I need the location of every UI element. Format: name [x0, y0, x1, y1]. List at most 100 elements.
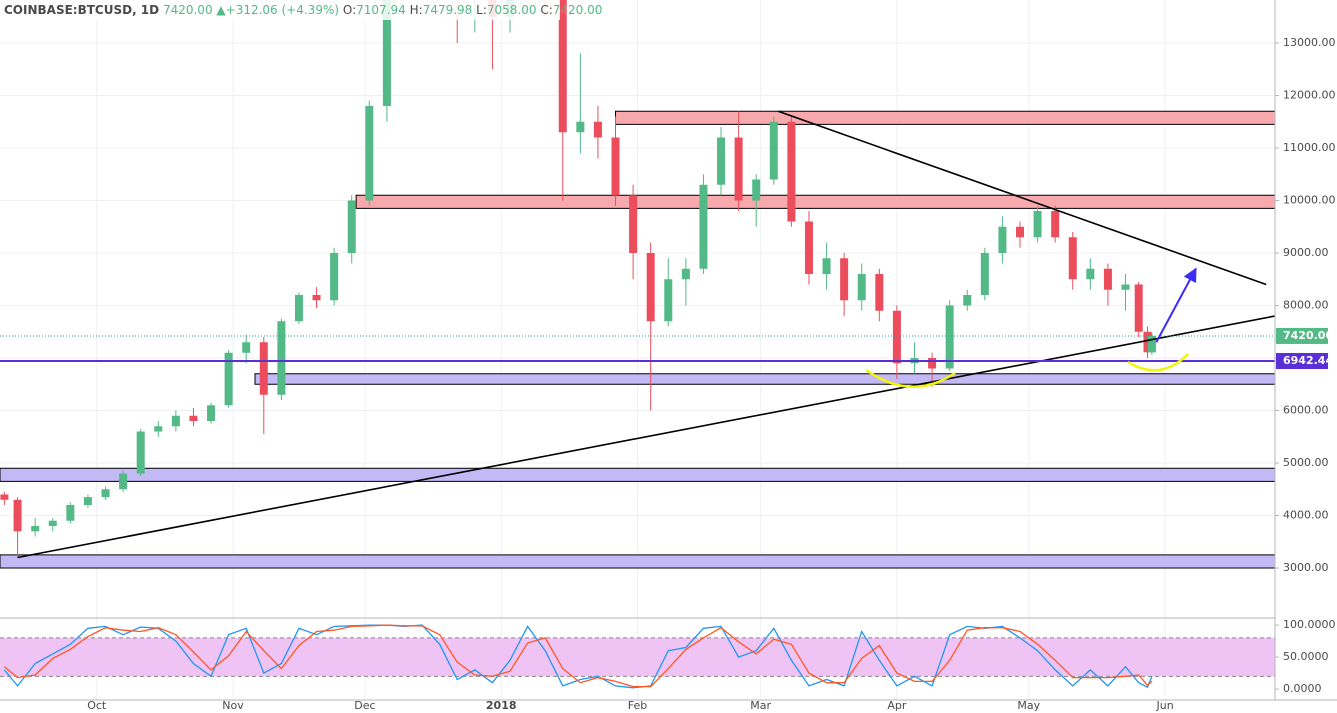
- y-tick-label: 100.0000: [1283, 618, 1336, 631]
- candle-body: [101, 489, 110, 498]
- candle-body: [980, 253, 989, 296]
- candle-body: [0, 494, 9, 500]
- candle-body: [294, 295, 303, 322]
- header-bg: [0, 0, 560, 20]
- axes: 3000.004000.005000.006000.007000.008000.…: [87, 36, 1335, 712]
- zone: [0, 554, 1275, 569]
- candle-body: [840, 258, 849, 301]
- candle-body: [171, 415, 180, 427]
- candle-body: [1143, 331, 1152, 353]
- zone: [254, 373, 1275, 385]
- zone: [355, 194, 1275, 209]
- price-tag: [1276, 327, 1328, 344]
- grid: [0, 0, 1275, 700]
- x-tick-label: Nov: [222, 699, 244, 712]
- candle-body: [998, 226, 1007, 254]
- candle-body: [963, 295, 972, 306]
- candle-body: [1134, 284, 1143, 332]
- candle-body: [1086, 268, 1095, 280]
- y-tick-label: 13000.00: [1283, 36, 1336, 49]
- candle-body: [1121, 284, 1130, 290]
- arrow: [1155, 267, 1197, 343]
- candle-body: [734, 137, 743, 201]
- candle-body: [1016, 226, 1024, 238]
- candle-body: [1147, 335, 1156, 353]
- zone: [615, 110, 1275, 125]
- y-tick-label: 10000.00: [1283, 194, 1336, 207]
- candle-body: [66, 505, 75, 521]
- ohlc-label: C:: [540, 3, 552, 17]
- candle-body: [593, 121, 602, 138]
- candle-body: [875, 274, 884, 311]
- x-tick-label: Mar: [750, 699, 771, 712]
- candle-body: [365, 106, 374, 201]
- candle-body: [945, 305, 954, 369]
- candle-body: [664, 279, 673, 322]
- candle-body: [189, 415, 198, 422]
- highlight-curve: [865, 368, 956, 389]
- x-tick-label: Feb: [628, 699, 647, 712]
- candle-body: [769, 121, 778, 180]
- candle-body: [558, 0, 567, 133]
- y-tick-label: 9000.00: [1283, 246, 1329, 259]
- candle-body: [681, 268, 690, 280]
- candle-body: [347, 200, 356, 254]
- trendline: [17, 315, 1275, 559]
- candle-body: [119, 473, 128, 490]
- candle-body: [13, 499, 22, 532]
- candle-body: [259, 342, 268, 395]
- ohlc-value: 7058.00: [487, 3, 537, 17]
- price-tag-label: 7420.00: [1283, 329, 1333, 342]
- candle-body: [83, 497, 92, 506]
- y-tick-label: 0.0000: [1283, 682, 1322, 695]
- highlight-curve: [1127, 353, 1189, 372]
- candle-body: [242, 342, 251, 353]
- y-tick-label: 4000.00: [1283, 509, 1329, 522]
- x-tick-label: 2018: [486, 699, 517, 712]
- ohlc-label: L:: [476, 3, 487, 17]
- candle-body: [576, 121, 585, 133]
- candle-body: [1103, 268, 1112, 290]
- candle-body: [224, 352, 233, 406]
- candle-body: [717, 137, 726, 185]
- ohlc-value: 7107.94: [356, 3, 406, 17]
- ohlc-value: 7420.00: [553, 3, 603, 17]
- trendline: [777, 110, 1267, 286]
- candle-body: [330, 253, 339, 301]
- candle-body: [207, 405, 216, 422]
- x-tick-label: Jun: [1155, 699, 1173, 712]
- candle-body: [312, 295, 321, 301]
- candle-body: [31, 526, 40, 532]
- y-tick-label: 12000.00: [1283, 89, 1336, 102]
- candle-body: [1051, 211, 1060, 238]
- candle-body: [699, 184, 708, 269]
- candle-body: [1033, 211, 1042, 238]
- candle-body: [646, 253, 655, 322]
- zone: [0, 467, 1275, 482]
- change-arrow: ▲: [216, 3, 226, 17]
- candle-body: [892, 310, 901, 364]
- candle-body: [382, 0, 391, 107]
- y-tick-label: 11000.00: [1283, 141, 1336, 154]
- candle-body: [154, 426, 163, 432]
- y-tick-label: 3000.00: [1283, 561, 1329, 574]
- y-tick-label: 50.0000: [1283, 650, 1329, 663]
- candle-body: [136, 431, 145, 474]
- oscillator-pane: [0, 624, 1275, 689]
- x-tick-label: Dec: [354, 699, 375, 712]
- candle-body: [611, 137, 620, 196]
- price-pane: [0, 0, 1275, 569]
- candle-body: [1068, 237, 1077, 280]
- price-tag-label: 6942.44: [1283, 354, 1333, 367]
- oscillator-band: [0, 637, 1275, 677]
- y-tick-label: 5000.00: [1283, 456, 1329, 469]
- candle-body: [629, 195, 638, 254]
- candle-body: [804, 221, 813, 275]
- x-tick-label: Apr: [887, 699, 907, 712]
- y-tick-label: 6000.00: [1283, 404, 1329, 417]
- candle-body: [277, 321, 286, 395]
- candle-body: [928, 358, 937, 369]
- candle-body: [787, 121, 796, 222]
- header: COINBASE:BTCUSD, 1D 7420.00 ▲+312.06 (+4…: [4, 3, 602, 17]
